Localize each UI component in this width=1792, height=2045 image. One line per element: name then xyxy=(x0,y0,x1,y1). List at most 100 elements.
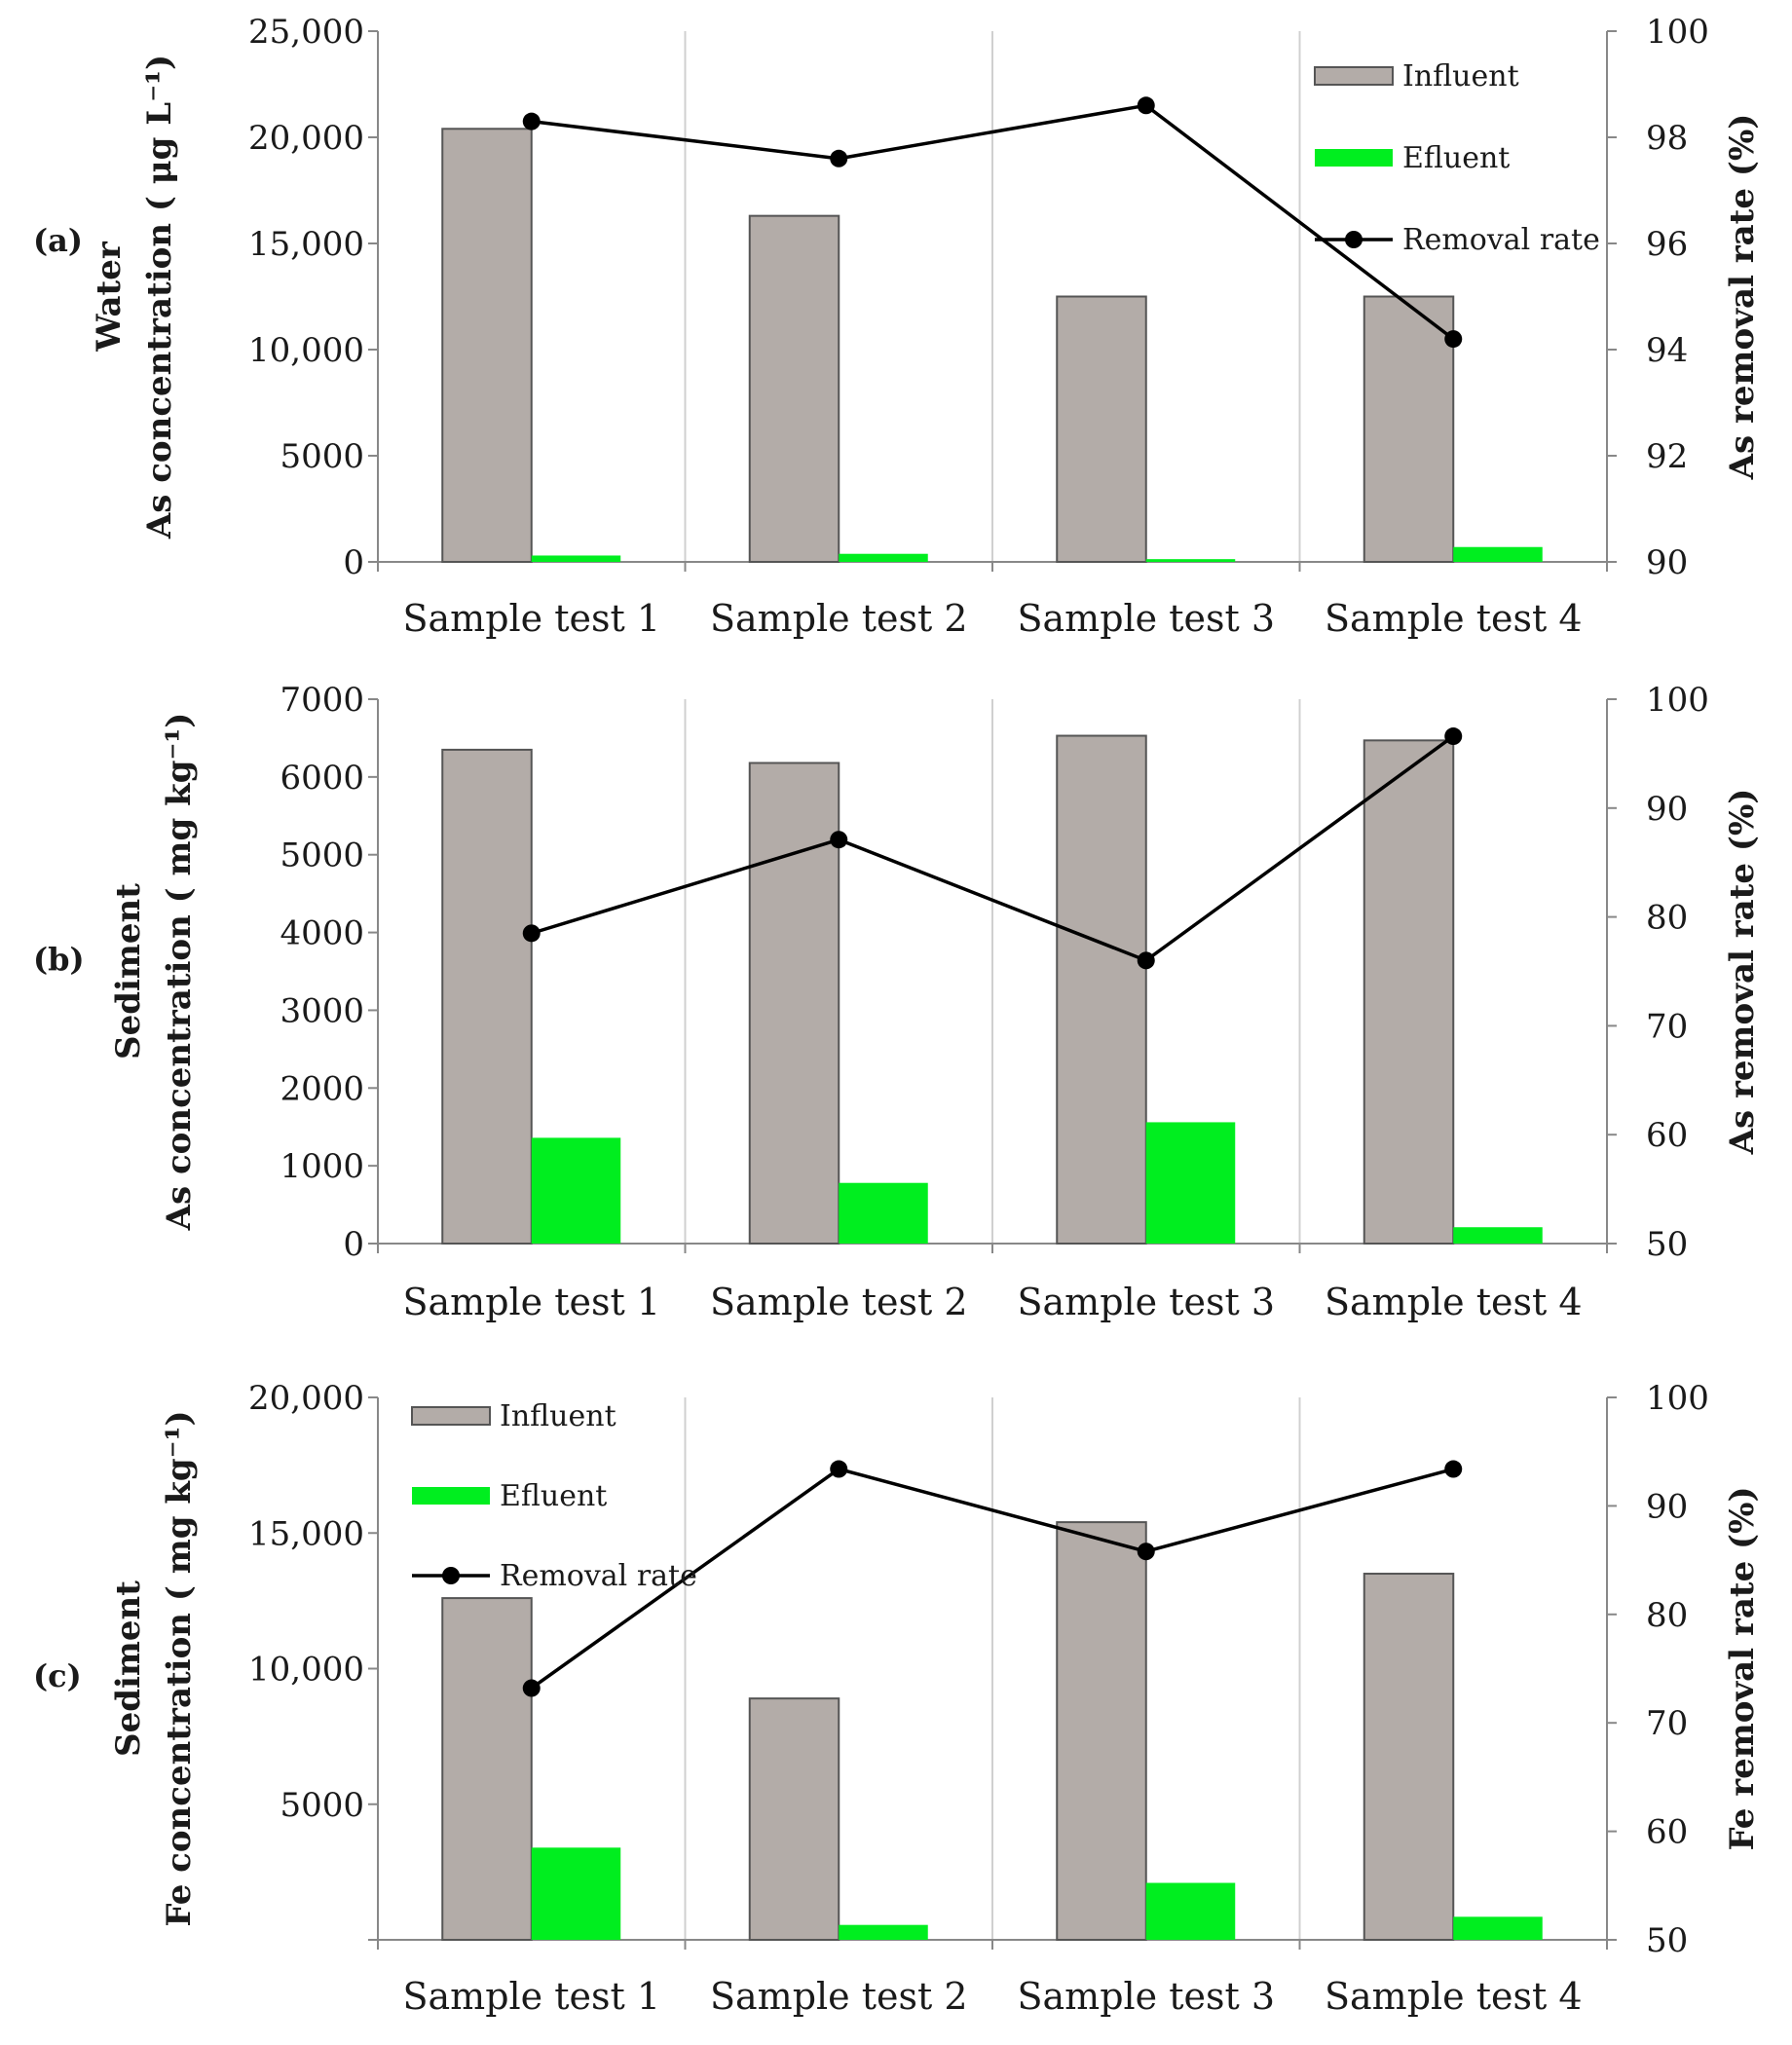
y-right-tick-label: 100 xyxy=(1646,681,1709,720)
y-right-tick-label: 60 xyxy=(1646,1813,1688,1852)
category-label: Sample test 4 xyxy=(1325,1281,1583,1323)
y-right-tick-label: 100 xyxy=(1646,13,1709,52)
y-right-tick-label: 70 xyxy=(1646,1007,1688,1046)
category-label: Sample test 2 xyxy=(710,597,968,640)
y-left-tick-label: 20,000 xyxy=(248,1379,364,1418)
y-axis-title-line2: As concentration ( μg L⁻¹) xyxy=(140,55,179,539)
legend-label: Removal rate xyxy=(500,1559,697,1593)
chart-panel-2: 0 1000 2000 3000 4000 5000 6000 7000 50 60 70 80 90 1… xyxy=(33,681,1762,1323)
panel-label: (c) xyxy=(33,1657,82,1694)
y-right-tick-label: 80 xyxy=(1646,899,1688,938)
legend-swatch-2 xyxy=(412,1487,490,1505)
y-axis-title-line2: Fe concentration ( mg kg⁻¹) xyxy=(160,1410,199,1926)
y-left-tick-label: 15,000 xyxy=(248,1514,364,1553)
y-right-tick-label: 92 xyxy=(1646,437,1688,476)
influent-bar-1 xyxy=(441,128,533,563)
y-right-tick-label: 96 xyxy=(1646,225,1688,264)
category-label: Sample test 2 xyxy=(710,1975,968,2018)
influent-bar-4 xyxy=(1363,295,1455,563)
y-axis-title-line1: Water xyxy=(90,241,129,353)
y2-axis-title: Fe removal rate (%) xyxy=(1723,1486,1762,1850)
y-left-tick-label: 1000 xyxy=(280,1147,364,1186)
y-right-tick-label: 98 xyxy=(1646,119,1688,158)
efluent-bar-2 xyxy=(839,1924,928,1940)
y-left-tick-label: 0 xyxy=(343,1225,364,1264)
y-axis-title-line1: Sediment xyxy=(109,1580,148,1757)
y-left-tick-label: 5000 xyxy=(280,1786,364,1825)
influent-bar-4 xyxy=(1363,1573,1455,1942)
y-left-tick-label: 10,000 xyxy=(248,331,364,370)
y-right-tick-label: 90 xyxy=(1646,543,1688,582)
influent-bar-4 xyxy=(1363,739,1455,1245)
legend: Influent Efluent Removal rate xyxy=(1314,59,1600,257)
category-label: Sample test 4 xyxy=(1325,597,1583,640)
efluent-bar-2 xyxy=(839,1182,928,1244)
legend-label: Removal rate xyxy=(1402,223,1600,257)
category-label: Sample test 3 xyxy=(1017,1281,1275,1323)
y2-axis-title: As removal rate (%) xyxy=(1723,114,1762,481)
legend-label: Efluent xyxy=(500,1479,607,1513)
removal-rate-point-4 xyxy=(1444,330,1463,349)
removal-rate-point-3 xyxy=(1137,1543,1155,1561)
y-right-tick-label: 100 xyxy=(1646,1379,1709,1418)
efluent-bar-4 xyxy=(1453,1227,1543,1244)
category-label: Sample test 1 xyxy=(402,1975,660,2018)
efluent-bar-3 xyxy=(1145,1122,1236,1244)
removal-rate-point-1 xyxy=(522,1679,541,1697)
removal-rate-point-3 xyxy=(1137,951,1155,970)
legend: Influent Efluent Removal rate xyxy=(411,1399,697,1593)
efluent-bar-1 xyxy=(531,555,621,562)
y-left-tick-label: 0 xyxy=(343,543,364,582)
removal-rate-point-4 xyxy=(1444,727,1463,746)
panel-label: (a) xyxy=(33,222,83,259)
y-right-tick-label: 50 xyxy=(1646,1921,1688,1960)
y-right-tick-label: 90 xyxy=(1646,790,1688,829)
efluent-bar-3 xyxy=(1145,559,1236,562)
y-left-tick-label: 25,000 xyxy=(248,13,364,52)
y-left-tick-label: 5000 xyxy=(280,437,364,476)
efluent-bar-3 xyxy=(1145,1882,1236,1940)
y-right-tick-label: 50 xyxy=(1646,1225,1688,1264)
removal-rate-line xyxy=(531,103,1455,341)
removal-rate-point-2 xyxy=(830,149,848,167)
influent-bar-3 xyxy=(1056,734,1147,1245)
legend-label: Influent xyxy=(1402,59,1519,93)
y-left-tick-label: 2000 xyxy=(280,1069,364,1108)
panel-label: (b) xyxy=(33,941,85,978)
removal-rate-point-1 xyxy=(522,924,541,943)
influent-bar-2 xyxy=(748,1697,840,1942)
y-left-tick-label: 5000 xyxy=(280,837,364,875)
y2-axis-title: As removal rate (%) xyxy=(1723,789,1762,1156)
influent-bar-3 xyxy=(1056,295,1147,563)
y-right-tick-label: 70 xyxy=(1646,1704,1688,1743)
y-left-tick-label: 3000 xyxy=(280,991,364,1030)
category-label: Sample test 3 xyxy=(1017,597,1275,640)
y-right-tick-label: 80 xyxy=(1646,1596,1688,1635)
chart-panel-1: 0 5000 10,000 15,000 20,000 25,000 90 92 94 96 98 1… xyxy=(33,13,1762,640)
removal-rate-line xyxy=(530,1467,1454,1690)
y-left-tick-label: 20,000 xyxy=(248,119,364,158)
category-label: Sample test 1 xyxy=(402,1281,660,1323)
influent-bar-3 xyxy=(1056,1521,1147,1941)
category-label: Sample test 1 xyxy=(402,597,660,640)
y-right-tick-label: 60 xyxy=(1646,1116,1688,1155)
legend-swatch-1 xyxy=(411,1406,491,1426)
removal-rate-line xyxy=(531,734,1455,963)
influent-bar-1 xyxy=(441,1597,533,1941)
influent-bar-2 xyxy=(748,762,840,1245)
legend-swatch-1 xyxy=(1314,66,1394,86)
efluent-bar-4 xyxy=(1453,1916,1543,1940)
y-left-tick-label: 10,000 xyxy=(248,1651,364,1690)
efluent-bar-1 xyxy=(531,1137,621,1244)
y-axis-title-line2: As concentration ( mg kg⁻¹) xyxy=(160,713,199,1232)
y-left-tick-label: 7000 xyxy=(280,681,364,720)
chart-panel-3: 5000 10,000 15,000 20,000 50 60 70 80 90 100 Sampl… xyxy=(33,1379,1762,2018)
efluent-bar-4 xyxy=(1453,546,1543,562)
y-axis-title-line1: Sediment xyxy=(109,883,148,1060)
removal-rate-point-2 xyxy=(830,1460,848,1478)
efluent-bar-2 xyxy=(839,553,928,562)
legend-swatch-2 xyxy=(1315,149,1393,167)
y-left-tick-label: 4000 xyxy=(280,914,364,953)
influent-bar-1 xyxy=(441,748,533,1246)
